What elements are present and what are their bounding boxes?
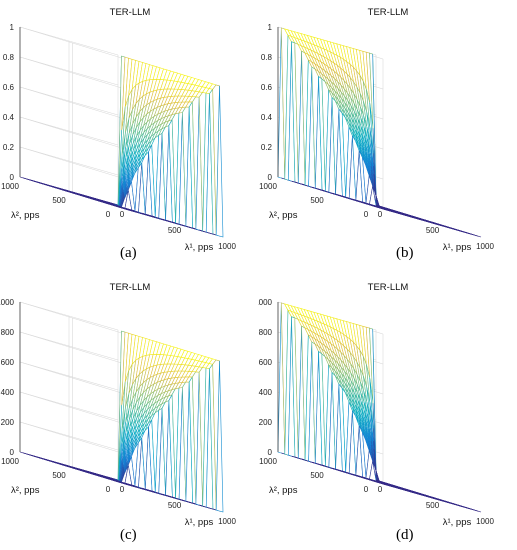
x-tick-label: 0 — [378, 485, 383, 494]
caption-c: (c) — [120, 527, 137, 543]
x-tick-label: 1000 — [218, 242, 236, 251]
y-tick-label: 1000 — [1, 182, 19, 191]
z-tick-label: 0 — [268, 448, 273, 457]
z-tick-label: 1 — [268, 23, 273, 32]
x-tick-label: 500 — [168, 501, 182, 510]
z-tick-label: 1000 — [0, 298, 15, 307]
z-tick-label: 0 — [10, 448, 15, 457]
y-tick-label: 500 — [52, 196, 66, 205]
z-tick-label: 600 — [1, 358, 15, 367]
z-tick-label: 0.2 — [3, 143, 15, 152]
y-axis-label: λ², pps — [11, 485, 40, 496]
y-axis-label: λ², pps — [269, 485, 298, 496]
panel-a: 00.20.40.60.810050050010001000TER-LLMβ¹λ… — [0, 0, 258, 275]
z-tick-label: 400 — [259, 388, 273, 397]
z-tick-label: 400 — [1, 388, 15, 397]
panel-c: 020040060080010000050050010001000TER-LLM… — [0, 275, 258, 550]
z-tick-label: 200 — [259, 418, 273, 427]
x-axis-label: λ¹, pps — [443, 517, 472, 528]
y-tick-label: 0 — [106, 210, 111, 219]
z-tick-label: 200 — [1, 418, 15, 427]
y-tick-label: 1000 — [1, 457, 19, 466]
z-tick-label: 0.6 — [3, 83, 15, 92]
z-tick-label: 0.8 — [261, 53, 273, 62]
x-axis-label: λ¹, pps — [185, 517, 214, 528]
y-tick-label: 0 — [106, 485, 111, 494]
z-tick-label: 0.4 — [3, 113, 15, 122]
caption-b: (b) — [396, 245, 414, 261]
y-tick-label: 1000 — [259, 457, 277, 466]
z-tick-label: 0.4 — [261, 113, 273, 122]
chart-title: TER-LLM — [368, 7, 409, 18]
z-tick-label: 1 — [10, 23, 15, 32]
x-tick-label: 1000 — [476, 517, 494, 526]
y-tick-label: 500 — [310, 471, 324, 480]
x-tick-label: 0 — [120, 210, 125, 219]
chart-title: TER-LLM — [368, 282, 409, 293]
panel-b: 00.20.40.60.810050050010001000TER-LLMβ²λ… — [258, 0, 516, 275]
surface-plot: 020040060080010000050050010001000TER-LLM… — [258, 282, 494, 528]
z-tick-label: 0 — [10, 173, 15, 182]
surface-plot: 020040060080010000050050010001000TER-LLM… — [0, 282, 236, 528]
panel-d: 020040060080010000050050010001000TER-LLM… — [258, 275, 516, 550]
y-tick-label: 500 — [52, 471, 66, 480]
x-tick-label: 500 — [426, 501, 440, 510]
x-axis-label: λ¹, pps — [185, 242, 214, 253]
z-tick-label: 0.6 — [261, 83, 273, 92]
z-tick-label: 0.2 — [261, 143, 273, 152]
z-tick-label: 1000 — [258, 298, 273, 307]
x-tick-label: 1000 — [218, 517, 236, 526]
z-tick-label: 600 — [259, 358, 273, 367]
y-tick-label: 0 — [364, 485, 369, 494]
z-tick-label: 0 — [268, 173, 273, 182]
caption-d: (d) — [396, 527, 414, 543]
z-tick-label: 800 — [1, 328, 15, 337]
x-tick-label: 500 — [168, 226, 182, 235]
x-tick-label: 0 — [378, 210, 383, 219]
x-tick-label: 500 — [426, 226, 440, 235]
y-tick-label: 0 — [364, 210, 369, 219]
x-axis-label: λ¹, pps — [443, 242, 472, 253]
surface-plot: 00.20.40.60.810050050010001000TER-LLMβ²λ… — [259, 7, 494, 253]
x-tick-label: 0 — [120, 485, 125, 494]
y-axis-label: λ², pps — [269, 210, 298, 221]
y-axis-label: λ², pps — [11, 210, 40, 221]
chart-title: TER-LLM — [110, 282, 151, 293]
y-tick-label: 1000 — [259, 182, 277, 191]
y-tick-label: 500 — [310, 196, 324, 205]
z-tick-label: 800 — [259, 328, 273, 337]
chart-title: TER-LLM — [110, 7, 151, 18]
surface-plot: 00.20.40.60.810050050010001000TER-LLMβ¹λ… — [1, 7, 236, 253]
z-tick-label: 0.8 — [3, 53, 15, 62]
x-tick-label: 1000 — [476, 242, 494, 251]
caption-a: (a) — [120, 245, 137, 261]
